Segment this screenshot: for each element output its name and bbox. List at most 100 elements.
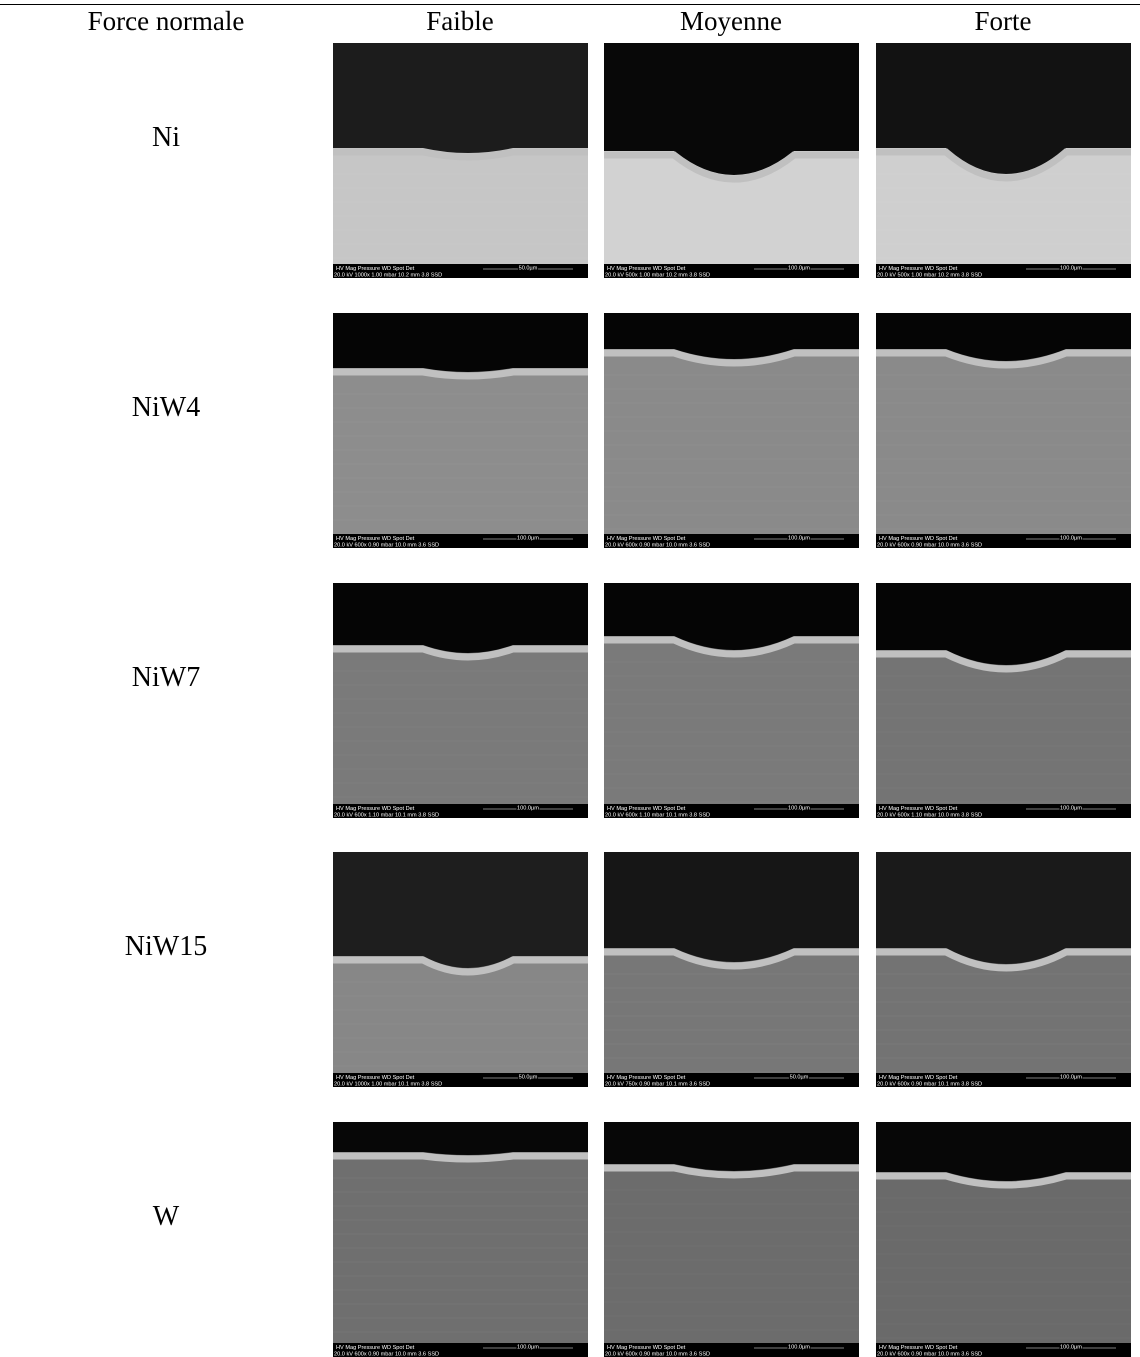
info-labels: HV Mag Pressure WD Spot Det [879,806,958,812]
substrate [333,368,588,548]
scale-label: 100.0µm [788,806,810,812]
scale-label: 100.0µm [517,806,539,812]
info-bar [333,1073,588,1087]
coating [604,1164,859,1179]
info-labels: HV Mag Pressure WD Spot Det [336,1345,415,1351]
substrate [876,349,1131,548]
coating [604,636,859,658]
info-values: 20.0 kV 600x 0.90 mbar 10.0 mm 3.6 SSD [334,543,439,549]
coating [604,948,859,970]
coating [333,956,588,976]
info-labels: HV Mag Pressure WD Spot Det [607,536,686,542]
scale-label: 100.0µm [1060,806,1082,812]
info-bar [333,264,588,278]
scale-label: 100.0µm [1060,266,1082,272]
info-bar [333,1343,588,1357]
info-bar [604,804,859,818]
substrate [333,645,588,818]
top-rule [0,4,1140,5]
scale-label: 100.0µm [1060,536,1082,542]
info-labels: HV Mag Pressure WD Spot Det [879,536,958,542]
scale-label: 100.0µm [788,536,810,542]
coating [876,1172,1131,1189]
info-labels: HV Mag Pressure WD Spot Det [336,1075,415,1081]
info-values: 20.0 kV 600x 0.90 mbar 10.0 mm 3.6 SSD [605,1352,710,1357]
info-values: 20.0 kV 600x 0.90 mbar 10.0 mm 3.6 SSD [334,1352,439,1357]
info-bar [604,534,859,548]
scale-label: 50.0µm [519,266,538,272]
substrate [876,650,1131,818]
substrate [876,948,1131,1087]
info-bar [604,1343,859,1357]
substrate [333,956,588,1087]
coating [876,349,1131,369]
scale-label: 100.0µm [1060,1345,1082,1351]
info-values: 20.0 kV 500x 1.00 mbar 10.2 mm 3.8 SSD [605,273,710,279]
info-labels: HV Mag Pressure WD Spot Det [879,266,958,272]
info-labels: HV Mag Pressure WD Spot Det [607,806,686,812]
info-values: 20.0 kV 750x 0.90 mbar 10.1 mm 3.6 SSD [605,1082,710,1088]
info-bar [333,804,588,818]
header-cell: Force normale [87,6,245,36]
substrate [604,349,859,548]
coating [604,349,859,367]
info-bar [876,804,1131,818]
coating [333,368,588,380]
info-values: 20.0 kV 600x 0.90 mbar 10.0 mm 3.6 SSD [877,543,982,549]
info-bar [876,264,1131,278]
row-label: NiW7 [131,662,201,693]
header-cell: Faible [426,6,494,36]
coating [876,948,1131,972]
substrate [604,948,859,1087]
header-cell: Moyenne [680,6,782,36]
substrate [604,151,859,278]
info-values: 20.0 kV 600x 0.90 mbar 10.0 mm 3.6 SSD [877,1352,982,1357]
substrate [333,148,588,278]
row-label: NiW15 [124,931,208,962]
scale-label: 50.0µm [790,1075,809,1081]
info-bar [604,264,859,278]
row-label: NiW4 [131,392,201,423]
substrate [333,1152,588,1357]
coating [333,1152,588,1163]
info-labels: HV Mag Pressure WD Spot Det [607,1075,686,1081]
info-values: 20.0 kV 600x 1.10 mbar 10.1 mm 3.8 SSD [334,813,439,819]
scale-label: 50.0µm [519,1075,538,1081]
info-bar [876,1073,1131,1087]
info-values: 20.0 kV 600x 1.10 mbar 10.1 mm 3.8 SSD [605,813,710,819]
coating [333,645,588,661]
info-bar [876,1343,1131,1357]
info-bar [876,534,1131,548]
scale-label: 100.0µm [788,1345,810,1351]
info-values: 20.0 kV 1000x 1.00 mbar 10.2 mm 3.8 SSD [334,273,442,279]
info-values: 20.0 kV 500x 1.00 mbar 10.2 mm 3.8 SSD [877,273,982,279]
row-label: Ni [152,122,180,153]
coating [876,650,1131,673]
info-labels: HV Mag Pressure WD Spot Det [607,266,686,272]
header-cell: Forte [974,6,1032,36]
info-labels: HV Mag Pressure WD Spot Det [336,806,415,812]
scale-label: 100.0µm [1060,1075,1082,1081]
info-values: 20.0 kV 600x 0.90 mbar 10.1 mm 3.8 SSD [877,1082,982,1088]
info-labels: HV Mag Pressure WD Spot Det [879,1345,958,1351]
scale-label: 100.0µm [788,266,810,272]
info-values: 20.0 kV 1000x 1.00 mbar 10.1 mm 3.8 SSD [334,1082,442,1088]
row-label: W [152,1201,180,1232]
info-labels: HV Mag Pressure WD Spot Det [336,536,415,542]
info-bar [333,534,588,548]
info-labels: HV Mag Pressure WD Spot Det [336,266,415,272]
